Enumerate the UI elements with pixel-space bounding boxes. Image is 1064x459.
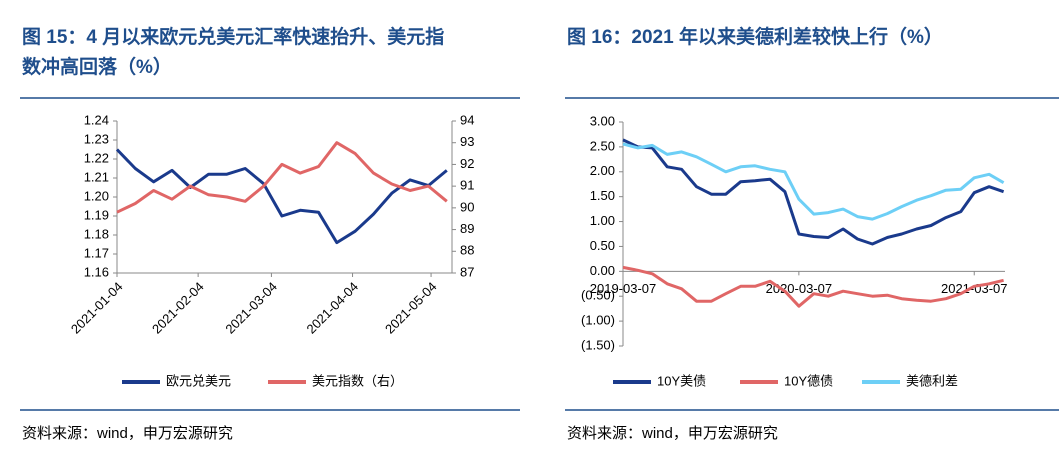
- y-tick-label: 1.00: [590, 213, 615, 228]
- y2-tick-label: 89: [460, 221, 474, 236]
- y-tick-label: 0.50: [590, 238, 615, 253]
- source: 资料来源：wind，申万宏源研究: [567, 425, 778, 442]
- y2-tick-label: 91: [460, 178, 474, 193]
- y-tick-label: 1.21: [84, 169, 109, 184]
- legend-label: 10Y美债: [657, 373, 706, 388]
- y-tick-label: 1.24: [84, 112, 109, 127]
- series-line: [622, 138, 1005, 246]
- legend-label: 美元指数（右）: [312, 373, 403, 388]
- y2-tick-label: 92: [460, 156, 474, 171]
- source: 资料来源：wind，申万宏源研究: [22, 425, 233, 442]
- legend-label: 美德利差: [906, 373, 958, 388]
- y-tick-label: (1.50): [581, 337, 615, 352]
- y-tick-label: 1.16: [84, 264, 109, 279]
- y-tick-label: (0.50): [581, 288, 615, 303]
- y-tick-label: 1.50: [590, 188, 615, 203]
- x-tick-label: 2021-04-04: [303, 279, 361, 337]
- x-tick-label: 2021-02-04: [149, 279, 207, 337]
- y-tick-label: 2.50: [590, 138, 615, 153]
- x-tick-label: 2021-03-04: [222, 279, 280, 337]
- y2-tick-label: 90: [460, 199, 474, 214]
- y-tick-label: 1.17: [84, 245, 109, 260]
- y2-tick-label: 93: [460, 134, 474, 149]
- y-tick-label: 1.22: [84, 150, 109, 165]
- legend-label: 10Y德债: [784, 373, 833, 388]
- y2-tick-label: 88: [460, 243, 474, 258]
- y-tick-label: 1.19: [84, 207, 109, 222]
- chart-title: 数冲高回落（%）: [22, 55, 172, 78]
- series-line: [622, 142, 1005, 221]
- series-line: [622, 265, 1004, 308]
- y-tick-label: (1.00): [581, 313, 615, 328]
- legend-label: 欧元兑美元: [166, 373, 231, 388]
- y-tick-label: 1.18: [84, 226, 109, 241]
- y2-tick-label: 87: [460, 264, 474, 279]
- series-line: [116, 141, 448, 214]
- x-tick-label: 2019-03-07: [590, 281, 657, 296]
- y-tick-label: 1.20: [84, 188, 109, 203]
- y-tick-label: 2.00: [590, 163, 615, 178]
- x-tick-label: 2021-01-04: [68, 279, 126, 337]
- chart-title: 图 15：4 月以来欧元兑美元汇率快速抬升、美元指: [22, 25, 444, 48]
- y-tick-label: 1.23: [84, 131, 109, 146]
- x-tick-label: 2021-05-04: [382, 279, 440, 337]
- series-line: [115, 148, 448, 245]
- chart-title: 图 16：2021 年以来美德利差较快上行（%）: [567, 25, 943, 48]
- y-tick-label: 0.00: [590, 263, 615, 278]
- y2-tick-label: 94: [460, 112, 474, 127]
- x-tick-label: 2020-03-07: [766, 281, 833, 296]
- y-tick-label: 3.00: [590, 113, 615, 128]
